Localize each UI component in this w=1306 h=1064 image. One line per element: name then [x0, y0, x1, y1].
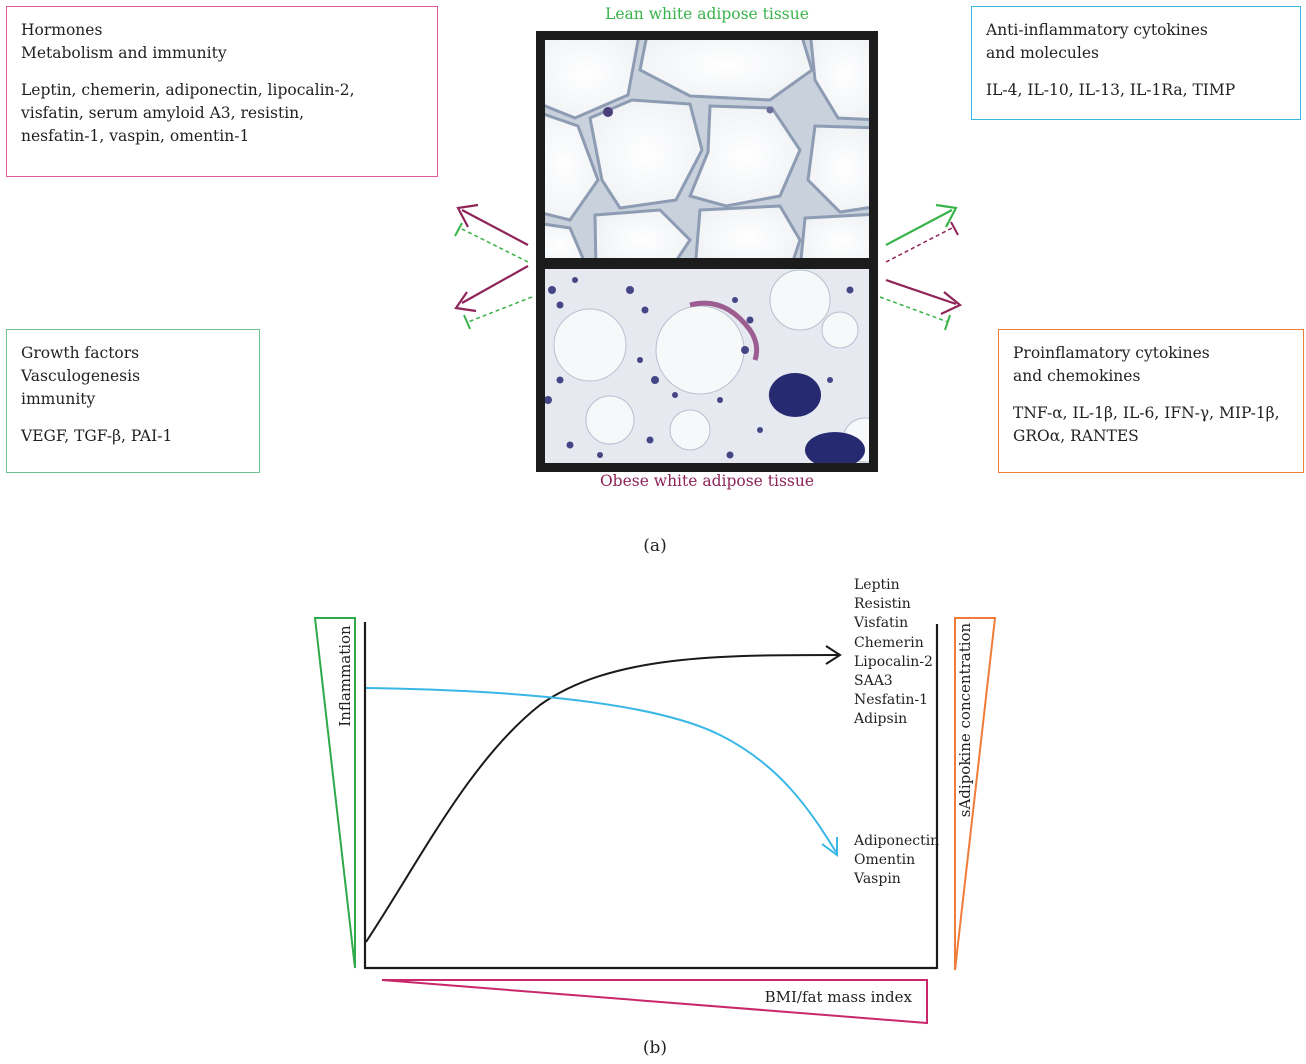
- proinflammatory-items-line: GROα, RANTES: [1013, 427, 1139, 445]
- bmi-wedge: [381, 979, 928, 1025]
- hormones-obese-arrow: [461, 209, 529, 246]
- hormones-items-line: visfatin, serum amyloid A3, resistin,: [21, 104, 305, 122]
- increasing-adipokines-list: Leptin Resistin Visfatin Chemerin Lipoca…: [854, 576, 933, 730]
- arrowhead-icon: [940, 291, 963, 315]
- adipokine-item: Resistin: [854, 596, 911, 613]
- lean-adipose-micrograph: [539, 34, 875, 264]
- adipokine-item: Leptin: [854, 577, 900, 593]
- growth-factor-arrows: [454, 265, 533, 330]
- growth-factors-subheading: Vasculogenesis: [21, 367, 141, 385]
- tee-icon: [950, 221, 959, 236]
- pro-lean-dashed-arrow: [879, 296, 949, 323]
- inflammation-wedge: [313, 617, 356, 969]
- arrowhead-icon: [821, 837, 838, 857]
- anti-inflammatory-heading: Anti-inflammatory cytokines: [986, 21, 1208, 39]
- arrowhead-icon: [456, 203, 479, 228]
- decreasing-adipokines-list: Adiponectin Omentin Vaspin: [854, 832, 939, 890]
- inflammation-label: Inflammation: [336, 625, 354, 727]
- micrograph-frame: [536, 31, 878, 472]
- anti-obese-dashed-arrow: [885, 227, 953, 263]
- hormones-box: Hormones Metabolism and immunity Leptin,…: [6, 6, 438, 177]
- adipokine-item: Vaspin: [854, 871, 901, 888]
- panel-b-label: (b): [642, 1038, 668, 1058]
- proinflammatory-subheading: and chemokines: [1013, 367, 1141, 385]
- anti-inflammatory-items: IL-4, IL-10, IL-13, IL-1Ra, TIMP: [986, 81, 1236, 99]
- panel-b-graphics: Inflammation sAdipokine concentration BM…: [313, 617, 997, 1025]
- adipokine-item: Nesfatin-1: [854, 692, 929, 709]
- growth-lean-dashed-arrow: [467, 296, 533, 323]
- anti-inflammatory-box: Anti-inflammatory cytokines and molecule…: [971, 6, 1301, 120]
- proinflammatory-items-line: TNF-α, IL-1β, IL-6, IFN-γ, MIP-1β,: [1013, 404, 1280, 422]
- bmi-label: BMI/fat mass index: [765, 988, 913, 1006]
- adipokine-item: Visfatin: [854, 615, 909, 632]
- tee-icon: [944, 314, 951, 331]
- decreasing-adipokines-curve: [365, 687, 837, 853]
- hormones-lean-dashed-arrow: [459, 227, 529, 263]
- tee-icon: [454, 222, 463, 237]
- growth-factors-subheading: immunity: [21, 390, 96, 408]
- hormones-arrows: [454, 203, 529, 263]
- growth-obese-arrow: [461, 265, 529, 304]
- obese-tissue-title: Obese white adipose tissue: [599, 472, 815, 490]
- hormones-heading: Hormones: [21, 21, 103, 39]
- hormones-items-line: Leptin, chemerin, adiponectin, lipocalin…: [21, 81, 355, 99]
- growth-factors-box: Growth factors Vasculogenesis immunity V…: [6, 329, 260, 473]
- growth-factors-heading: Growth factors: [21, 344, 140, 362]
- adipokine-concentration-label: sAdipokine concentration: [956, 622, 974, 817]
- panel-a-graphics: [454, 31, 963, 472]
- lean-tissue-title: Lean white adipose tissue: [605, 5, 809, 23]
- tee-icon: [463, 314, 471, 330]
- arrowhead-icon: [825, 645, 842, 665]
- proinflammatory-arrows: [879, 278, 963, 331]
- hormones-items-line: nesfatin-1, vaspin, omentin-1: [21, 127, 250, 145]
- arrowhead-icon: [935, 203, 958, 228]
- proinflammatory-box: Proinflamatory cytokines and chemokines …: [998, 329, 1304, 473]
- increasing-adipokines-curve: [365, 654, 839, 943]
- adipokine-concentration-wedge: [954, 617, 997, 971]
- growth-factors-items: VEGF, TGF-β, PAI-1: [21, 427, 173, 445]
- adipokine-item: Chemerin: [854, 634, 924, 651]
- panel-a-label: (a): [643, 536, 667, 556]
- anti-inflammatory-arrows: [885, 203, 959, 263]
- proinflammatory-heading: Proinflamatory cytokines: [1013, 344, 1210, 362]
- adipokine-item: Adipsin: [854, 711, 908, 728]
- adipokine-item: SAA3: [854, 673, 893, 690]
- hormones-subheading: Metabolism and immunity: [21, 44, 227, 62]
- anti-inflammatory-subheading: and molecules: [986, 44, 1099, 62]
- adipokine-item: Lipocalin-2: [854, 653, 933, 670]
- adipokine-item: Omentin: [854, 852, 916, 869]
- adipokine-item: Adiponectin: [854, 833, 940, 849]
- obese-adipose-micrograph: [539, 263, 875, 469]
- anti-lean-arrow: [885, 209, 953, 246]
- arrowhead-icon: [454, 291, 477, 313]
- pro-obese-arrow: [885, 278, 957, 306]
